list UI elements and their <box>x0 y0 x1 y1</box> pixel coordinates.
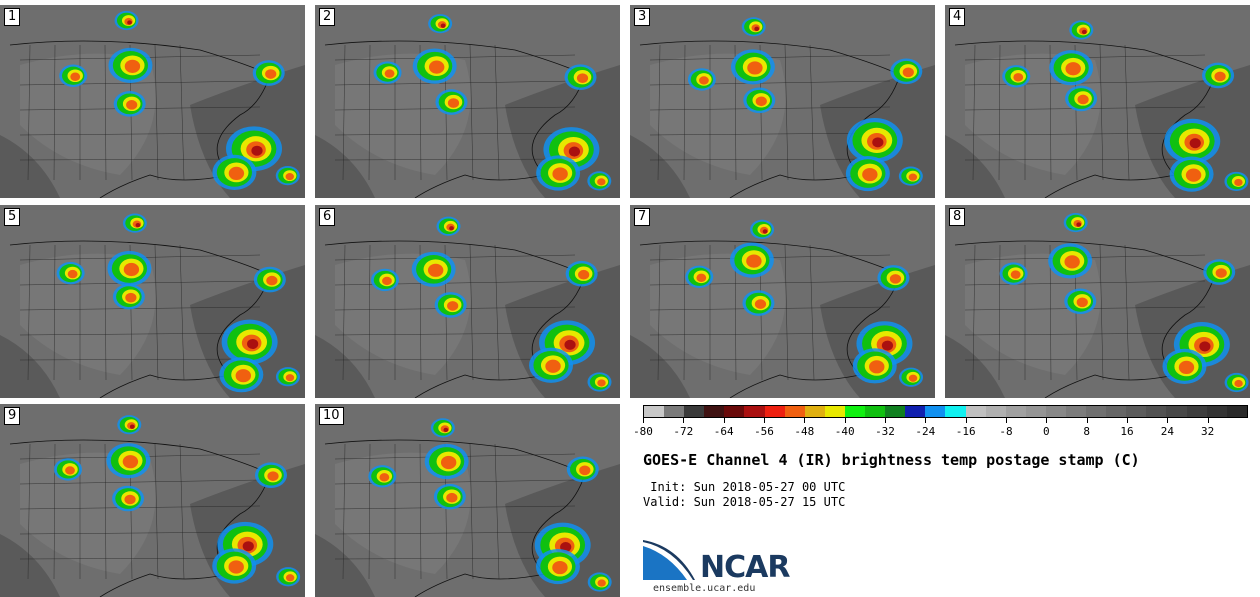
colorbar-segment <box>1045 406 1066 417</box>
site-url: ensemble.ucar.edu <box>653 583 756 594</box>
colorbar-segment <box>804 406 825 417</box>
panel-number: 6 <box>319 208 336 226</box>
map-panel-5: 5 <box>0 205 305 398</box>
colorbar-segment <box>1086 406 1107 417</box>
colorbar-tick-mark <box>764 418 765 423</box>
colorbar-tick-mark <box>925 418 927 423</box>
colorbar-tick-label: -24 <box>915 425 936 438</box>
colorbar-segment <box>684 406 705 417</box>
colorbar-segment <box>905 406 926 417</box>
colorbar-segment <box>1106 406 1127 417</box>
colorbar-tick-mark <box>1046 418 1048 423</box>
colorbar-tick-label: 8 <box>1083 425 1090 438</box>
colorbar-tick-mark <box>844 418 846 423</box>
colorbar-tick-label: -64 <box>713 425 734 438</box>
ncar-logo-icon <box>643 540 695 580</box>
colorbar-tick-mark <box>804 418 806 423</box>
map-panel-3: 3 <box>630 5 935 198</box>
colorbar <box>643 405 1248 418</box>
panel-number: 2 <box>319 8 336 26</box>
colorbar-segment <box>1226 406 1247 417</box>
colorbar-segment <box>664 406 685 417</box>
colorbar-tick-label: -40 <box>834 425 855 438</box>
colorbar-segment <box>1166 406 1187 417</box>
colorbar-tick-label: 32 <box>1201 425 1215 438</box>
colorbar-segment <box>985 406 1006 417</box>
colorbar-tick-mark <box>723 418 725 423</box>
colorbar-tick-label: -80 <box>633 425 653 438</box>
colorbar-tick-mark <box>885 418 886 423</box>
colorbar-segment <box>965 406 986 417</box>
map-panel-8: 8 <box>945 205 1250 398</box>
valid-time: Valid: Sun 2018-05-27 15 UTC <box>643 495 846 509</box>
colorbar-segment <box>1146 406 1167 417</box>
colorbar-tick-label: -72 <box>673 425 694 438</box>
colorbar-ticks: -80 -72 -64 -56 -48 -40 -32 -24 -16 -8 0 8 16 24 32 <box>633 418 1248 440</box>
colorbar-tick-mark <box>1127 418 1128 423</box>
map-panel-10: 10 <box>315 404 620 597</box>
colorbar-segment <box>1025 406 1046 417</box>
colorbar-segment <box>1126 406 1147 417</box>
colorbar-tick-label: -16 <box>955 425 976 438</box>
colorbar-tick-label: -56 <box>754 425 774 438</box>
colorbar-segment <box>744 406 765 417</box>
colorbar-tick-label: -32 <box>875 425 895 438</box>
colorbar-segment <box>784 406 805 417</box>
map-panel-9: 9 <box>0 404 305 597</box>
colorbar-segment <box>1065 406 1087 417</box>
colorbar-segment <box>945 406 966 417</box>
map-panel-4: 4 <box>945 5 1250 198</box>
colorbar-tick-mark <box>1086 418 1088 423</box>
colorbar-segment <box>1005 406 1026 417</box>
colorbar-segment <box>925 406 946 417</box>
colorbar-tick-mark <box>965 418 967 423</box>
colorbar-tick-mark <box>643 418 644 423</box>
colorbar-tick-label: -48 <box>794 425 815 438</box>
colorbar-segment <box>764 406 785 417</box>
panel-number: 5 <box>4 208 21 226</box>
colorbar-segment <box>885 406 906 417</box>
map-panel-7: 7 <box>630 205 935 398</box>
colorbar-segment <box>844 406 866 417</box>
panel-number: 9 <box>4 407 21 425</box>
colorbar-segment <box>1186 406 1207 417</box>
colorbar-tick-label: -8 <box>999 425 1013 438</box>
ncar-logo-text: NCAR <box>700 550 790 585</box>
panel-number: 7 <box>634 208 651 226</box>
colorbar-tick-mark <box>683 418 685 423</box>
colorbar-tick-mark <box>1207 418 1209 423</box>
panel-number: 1 <box>4 8 21 26</box>
colorbar-segment <box>724 406 745 417</box>
colorbar-segment <box>865 406 886 417</box>
map-panel-2: 2 <box>315 5 620 198</box>
colorbar-tick-label: 24 <box>1160 425 1174 438</box>
figure-title: GOES-E Channel 4 (IR) brightness temp po… <box>643 451 1140 469</box>
colorbar-segment <box>1206 406 1227 417</box>
colorbar-segment <box>824 406 845 417</box>
colorbar-tick-label: 0 <box>1043 425 1050 438</box>
colorbar-tick-mark <box>1006 418 1007 423</box>
panel-number: 3 <box>634 8 651 26</box>
panel-number: 4 <box>949 8 966 26</box>
panel-number: 10 <box>319 407 344 425</box>
colorbar-tick-mark <box>1167 418 1169 423</box>
colorbar-segment <box>704 406 725 417</box>
map-panel-1: 1 <box>0 5 305 198</box>
init-time: Init: Sun 2018-05-27 00 UTC <box>643 480 846 494</box>
colorbar-tick-label: 16 <box>1120 425 1134 438</box>
panel-number: 8 <box>949 208 966 226</box>
map-panel-6: 6 <box>315 205 620 398</box>
colorbar-segment <box>644 406 665 417</box>
